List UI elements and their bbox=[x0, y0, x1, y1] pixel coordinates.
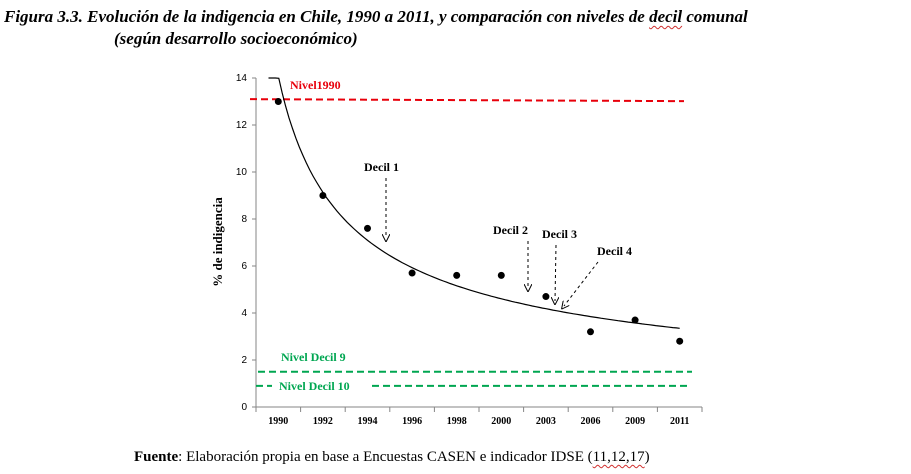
y-tick-label: 6 bbox=[241, 261, 247, 272]
x-tick-label: 2000 bbox=[491, 416, 511, 427]
y-tick-label: 0 bbox=[241, 402, 247, 413]
data-point bbox=[587, 328, 594, 336]
data-point bbox=[408, 269, 416, 277]
y-tick-label: 2 bbox=[241, 355, 247, 366]
data-point bbox=[631, 316, 639, 324]
reference-line-label: Nivel Decil 9 bbox=[281, 350, 346, 364]
source-reference: 11,12,17 bbox=[592, 449, 645, 465]
y-tick-label: 4 bbox=[241, 308, 247, 319]
x-tick-label: 1992 bbox=[313, 416, 333, 427]
data-point bbox=[364, 224, 371, 232]
data-point bbox=[274, 98, 282, 105]
data-point bbox=[542, 293, 550, 301]
y-axis-label: % de indigencia bbox=[210, 197, 225, 287]
figure-title-end: comunal bbox=[686, 7, 748, 26]
data-point bbox=[676, 337, 684, 345]
spellcheck-word: decil bbox=[649, 7, 683, 26]
x-tick-label: 2009 bbox=[625, 416, 645, 427]
x-tick-label: 2011 bbox=[670, 416, 689, 427]
y-tick-label: 10 bbox=[236, 167, 248, 178]
annotation-label: Decil 3 bbox=[542, 227, 577, 241]
reference-line bbox=[249, 98, 685, 103]
data-point bbox=[497, 271, 505, 279]
annotation-arrow bbox=[555, 244, 556, 301]
source-text: : Elaboración propia en base a Encuestas… bbox=[178, 449, 593, 465]
x-tick-label: 1990 bbox=[268, 416, 288, 427]
annotation-label: Decil 1 bbox=[364, 160, 399, 174]
annotation-arrow bbox=[564, 261, 599, 306]
x-tick-label: 2003 bbox=[536, 416, 556, 427]
figure-number: Figura 3.3. bbox=[4, 7, 83, 26]
source-label: Fuente bbox=[134, 449, 179, 465]
figure-subtitle: (según desarrollo socioeconómico) bbox=[114, 29, 358, 48]
y-tick-label: 12 bbox=[236, 120, 248, 131]
data-point bbox=[319, 192, 327, 199]
data-point bbox=[453, 271, 461, 279]
y-tick-label: 14 bbox=[236, 73, 248, 84]
x-tick-label: 1998 bbox=[447, 416, 467, 427]
annotation-label: Decil 2 bbox=[493, 223, 528, 237]
x-tick-label: 2006 bbox=[581, 416, 601, 427]
figure-title-text: Evolución de la indigencia en Chile, 199… bbox=[87, 7, 645, 26]
x-tick-label: 1994 bbox=[358, 416, 378, 427]
annotation-label: Decil 4 bbox=[597, 244, 632, 258]
reference-line-label: Nivel Decil 10 bbox=[279, 379, 350, 393]
trendline bbox=[268, 77, 680, 329]
source-close: ) bbox=[644, 449, 650, 465]
y-tick-label: 8 bbox=[241, 214, 247, 225]
reference-line-label: Nivel1990 bbox=[290, 78, 341, 92]
x-tick-label: 1996 bbox=[402, 416, 422, 427]
source-note: Fuente: Elaboración propia en base a Enc… bbox=[134, 449, 650, 466]
figure-title: Figura 3.3. Evolución de la indigencia e… bbox=[4, 6, 909, 50]
